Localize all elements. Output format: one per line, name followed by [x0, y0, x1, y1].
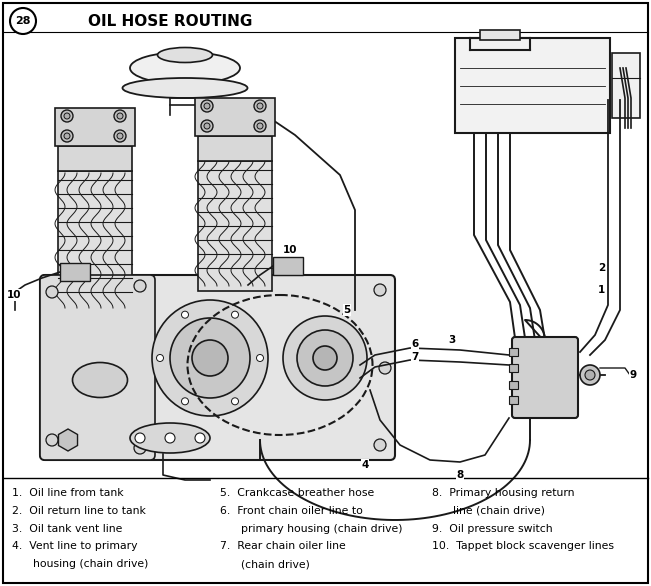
Circle shape — [10, 8, 36, 34]
Bar — [198, 136, 272, 161]
Circle shape — [204, 123, 210, 129]
Circle shape — [585, 370, 595, 380]
Bar — [273, 257, 303, 275]
Circle shape — [379, 362, 391, 374]
Circle shape — [134, 442, 146, 454]
Bar — [195, 98, 275, 136]
Circle shape — [61, 130, 73, 142]
Circle shape — [134, 280, 146, 292]
FancyBboxPatch shape — [612, 53, 640, 118]
Circle shape — [297, 330, 353, 386]
Circle shape — [256, 355, 264, 362]
FancyBboxPatch shape — [455, 38, 610, 133]
Circle shape — [201, 120, 213, 132]
Circle shape — [195, 433, 205, 443]
Text: 1.  Oil line from tank: 1. Oil line from tank — [12, 488, 124, 498]
Circle shape — [64, 113, 70, 119]
Text: 10.  Tappet block scavenger lines: 10. Tappet block scavenger lines — [432, 541, 614, 551]
Bar — [198, 161, 272, 291]
Circle shape — [46, 286, 58, 298]
Text: 3.  Oil tank vent line: 3. Oil tank vent line — [12, 524, 122, 534]
Circle shape — [374, 284, 386, 296]
Bar — [60, 263, 90, 281]
Circle shape — [254, 100, 266, 112]
Text: 3: 3 — [449, 335, 456, 345]
Ellipse shape — [158, 47, 212, 63]
Bar — [58, 146, 132, 171]
Text: 2: 2 — [598, 263, 605, 273]
Text: 7.  Rear chain oiler line: 7. Rear chain oiler line — [220, 541, 346, 551]
FancyBboxPatch shape — [40, 275, 155, 460]
Circle shape — [257, 123, 263, 129]
Text: 8: 8 — [456, 470, 464, 480]
Circle shape — [201, 100, 213, 112]
Circle shape — [254, 120, 266, 132]
FancyBboxPatch shape — [40, 275, 395, 460]
Text: 5.  Crankcase breather hose: 5. Crankcase breather hose — [220, 488, 374, 498]
Circle shape — [165, 433, 175, 443]
Circle shape — [182, 398, 189, 405]
Text: housing (chain drive): housing (chain drive) — [12, 559, 148, 569]
Text: 28: 28 — [15, 16, 31, 26]
Circle shape — [182, 311, 189, 318]
Text: 6: 6 — [411, 339, 419, 349]
Text: OIL HOSE ROUTING: OIL HOSE ROUTING — [88, 13, 252, 29]
Circle shape — [117, 113, 123, 119]
Circle shape — [257, 103, 263, 109]
Text: 4.  Vent line to primary: 4. Vent line to primary — [12, 541, 137, 551]
Text: 8.  Primary housing return: 8. Primary housing return — [432, 488, 574, 498]
Bar — [509, 396, 518, 404]
Text: 4: 4 — [361, 460, 368, 470]
Circle shape — [374, 439, 386, 451]
Circle shape — [232, 398, 238, 405]
Bar — [509, 348, 518, 356]
Text: 5: 5 — [343, 305, 351, 315]
Circle shape — [114, 110, 126, 122]
Circle shape — [64, 133, 70, 139]
Circle shape — [135, 433, 145, 443]
Text: 7: 7 — [411, 352, 419, 362]
Ellipse shape — [72, 363, 128, 397]
Circle shape — [61, 110, 73, 122]
Text: line (chain drive): line (chain drive) — [432, 506, 545, 516]
Text: 2.  Oil return line to tank: 2. Oil return line to tank — [12, 506, 146, 516]
Ellipse shape — [130, 423, 210, 453]
Text: 9: 9 — [630, 370, 637, 380]
Circle shape — [204, 103, 210, 109]
Text: 10: 10 — [7, 290, 21, 300]
Bar — [480, 30, 520, 40]
Text: primary housing (chain drive): primary housing (chain drive) — [220, 524, 402, 534]
Circle shape — [192, 340, 228, 376]
Circle shape — [117, 133, 123, 139]
Circle shape — [152, 300, 268, 416]
Ellipse shape — [122, 78, 247, 98]
Bar — [509, 364, 518, 372]
Ellipse shape — [130, 52, 240, 84]
Circle shape — [232, 311, 238, 318]
Text: 6.  Front chain oiler line to: 6. Front chain oiler line to — [220, 506, 363, 516]
Circle shape — [580, 365, 600, 385]
Text: (chain drive): (chain drive) — [220, 559, 310, 569]
Circle shape — [156, 355, 163, 362]
Bar — [509, 381, 518, 389]
Bar — [55, 108, 135, 146]
Circle shape — [46, 434, 58, 446]
Circle shape — [170, 318, 250, 398]
Text: 9.  Oil pressure switch: 9. Oil pressure switch — [432, 524, 553, 534]
Circle shape — [283, 316, 367, 400]
Circle shape — [313, 346, 337, 370]
Text: 10: 10 — [283, 245, 298, 255]
FancyBboxPatch shape — [512, 337, 578, 418]
Bar — [58, 171, 132, 311]
Text: 1: 1 — [598, 285, 605, 295]
Circle shape — [114, 130, 126, 142]
